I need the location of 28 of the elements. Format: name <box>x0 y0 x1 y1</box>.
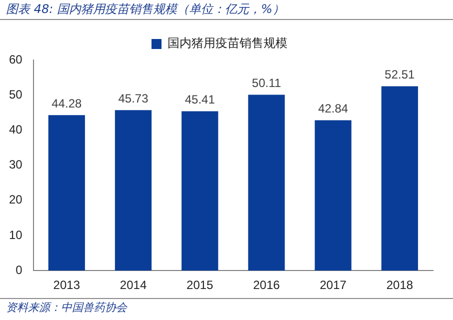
y-tick-label: 0 <box>16 262 23 277</box>
bar <box>114 110 152 271</box>
bar <box>248 94 285 271</box>
y-tick-label: 30 <box>8 158 23 172</box>
data-label: 42.84 <box>318 102 348 116</box>
y-tick-label: 60 <box>8 52 23 66</box>
x-tick-label: 2018 <box>386 278 414 292</box>
x-tick-label: 2014 <box>120 278 147 292</box>
x-tick-label: 2017 <box>320 278 347 292</box>
data-label: 45.41 <box>184 92 216 107</box>
y-tick-label: 20 <box>8 192 23 207</box>
bar <box>48 115 85 271</box>
data-label: 50.11 <box>252 76 282 90</box>
y-tick-label: 50 <box>8 87 23 102</box>
text: 资料来源：中国兽药协会 <box>0 298 453 316</box>
x-tick-label: 2015 <box>186 278 214 292</box>
legend-label: 国内猪用疫苗销售规模 <box>168 36 288 50</box>
x-tick-label: 2016 <box>253 278 280 292</box>
bar <box>182 111 218 271</box>
chart-title: 图表 48: 国内猪用疫苗销售规模（单位：亿元，%） <box>0 0 453 20</box>
data-label: 44.28 <box>52 96 82 110</box>
y-tick-label: 40 <box>8 122 23 137</box>
bar <box>314 120 352 271</box>
y-tick-label: 10 <box>8 228 23 242</box>
x-tick-label: 2013 <box>53 278 80 292</box>
data-label: 52.51 <box>384 68 416 82</box>
data-label: 45.73 <box>118 91 149 106</box>
bar <box>381 86 418 271</box>
